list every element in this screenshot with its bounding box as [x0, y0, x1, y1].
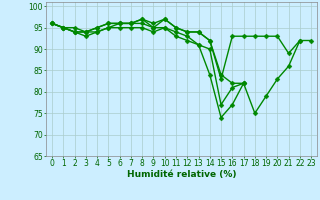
- X-axis label: Humidité relative (%): Humidité relative (%): [127, 170, 236, 179]
